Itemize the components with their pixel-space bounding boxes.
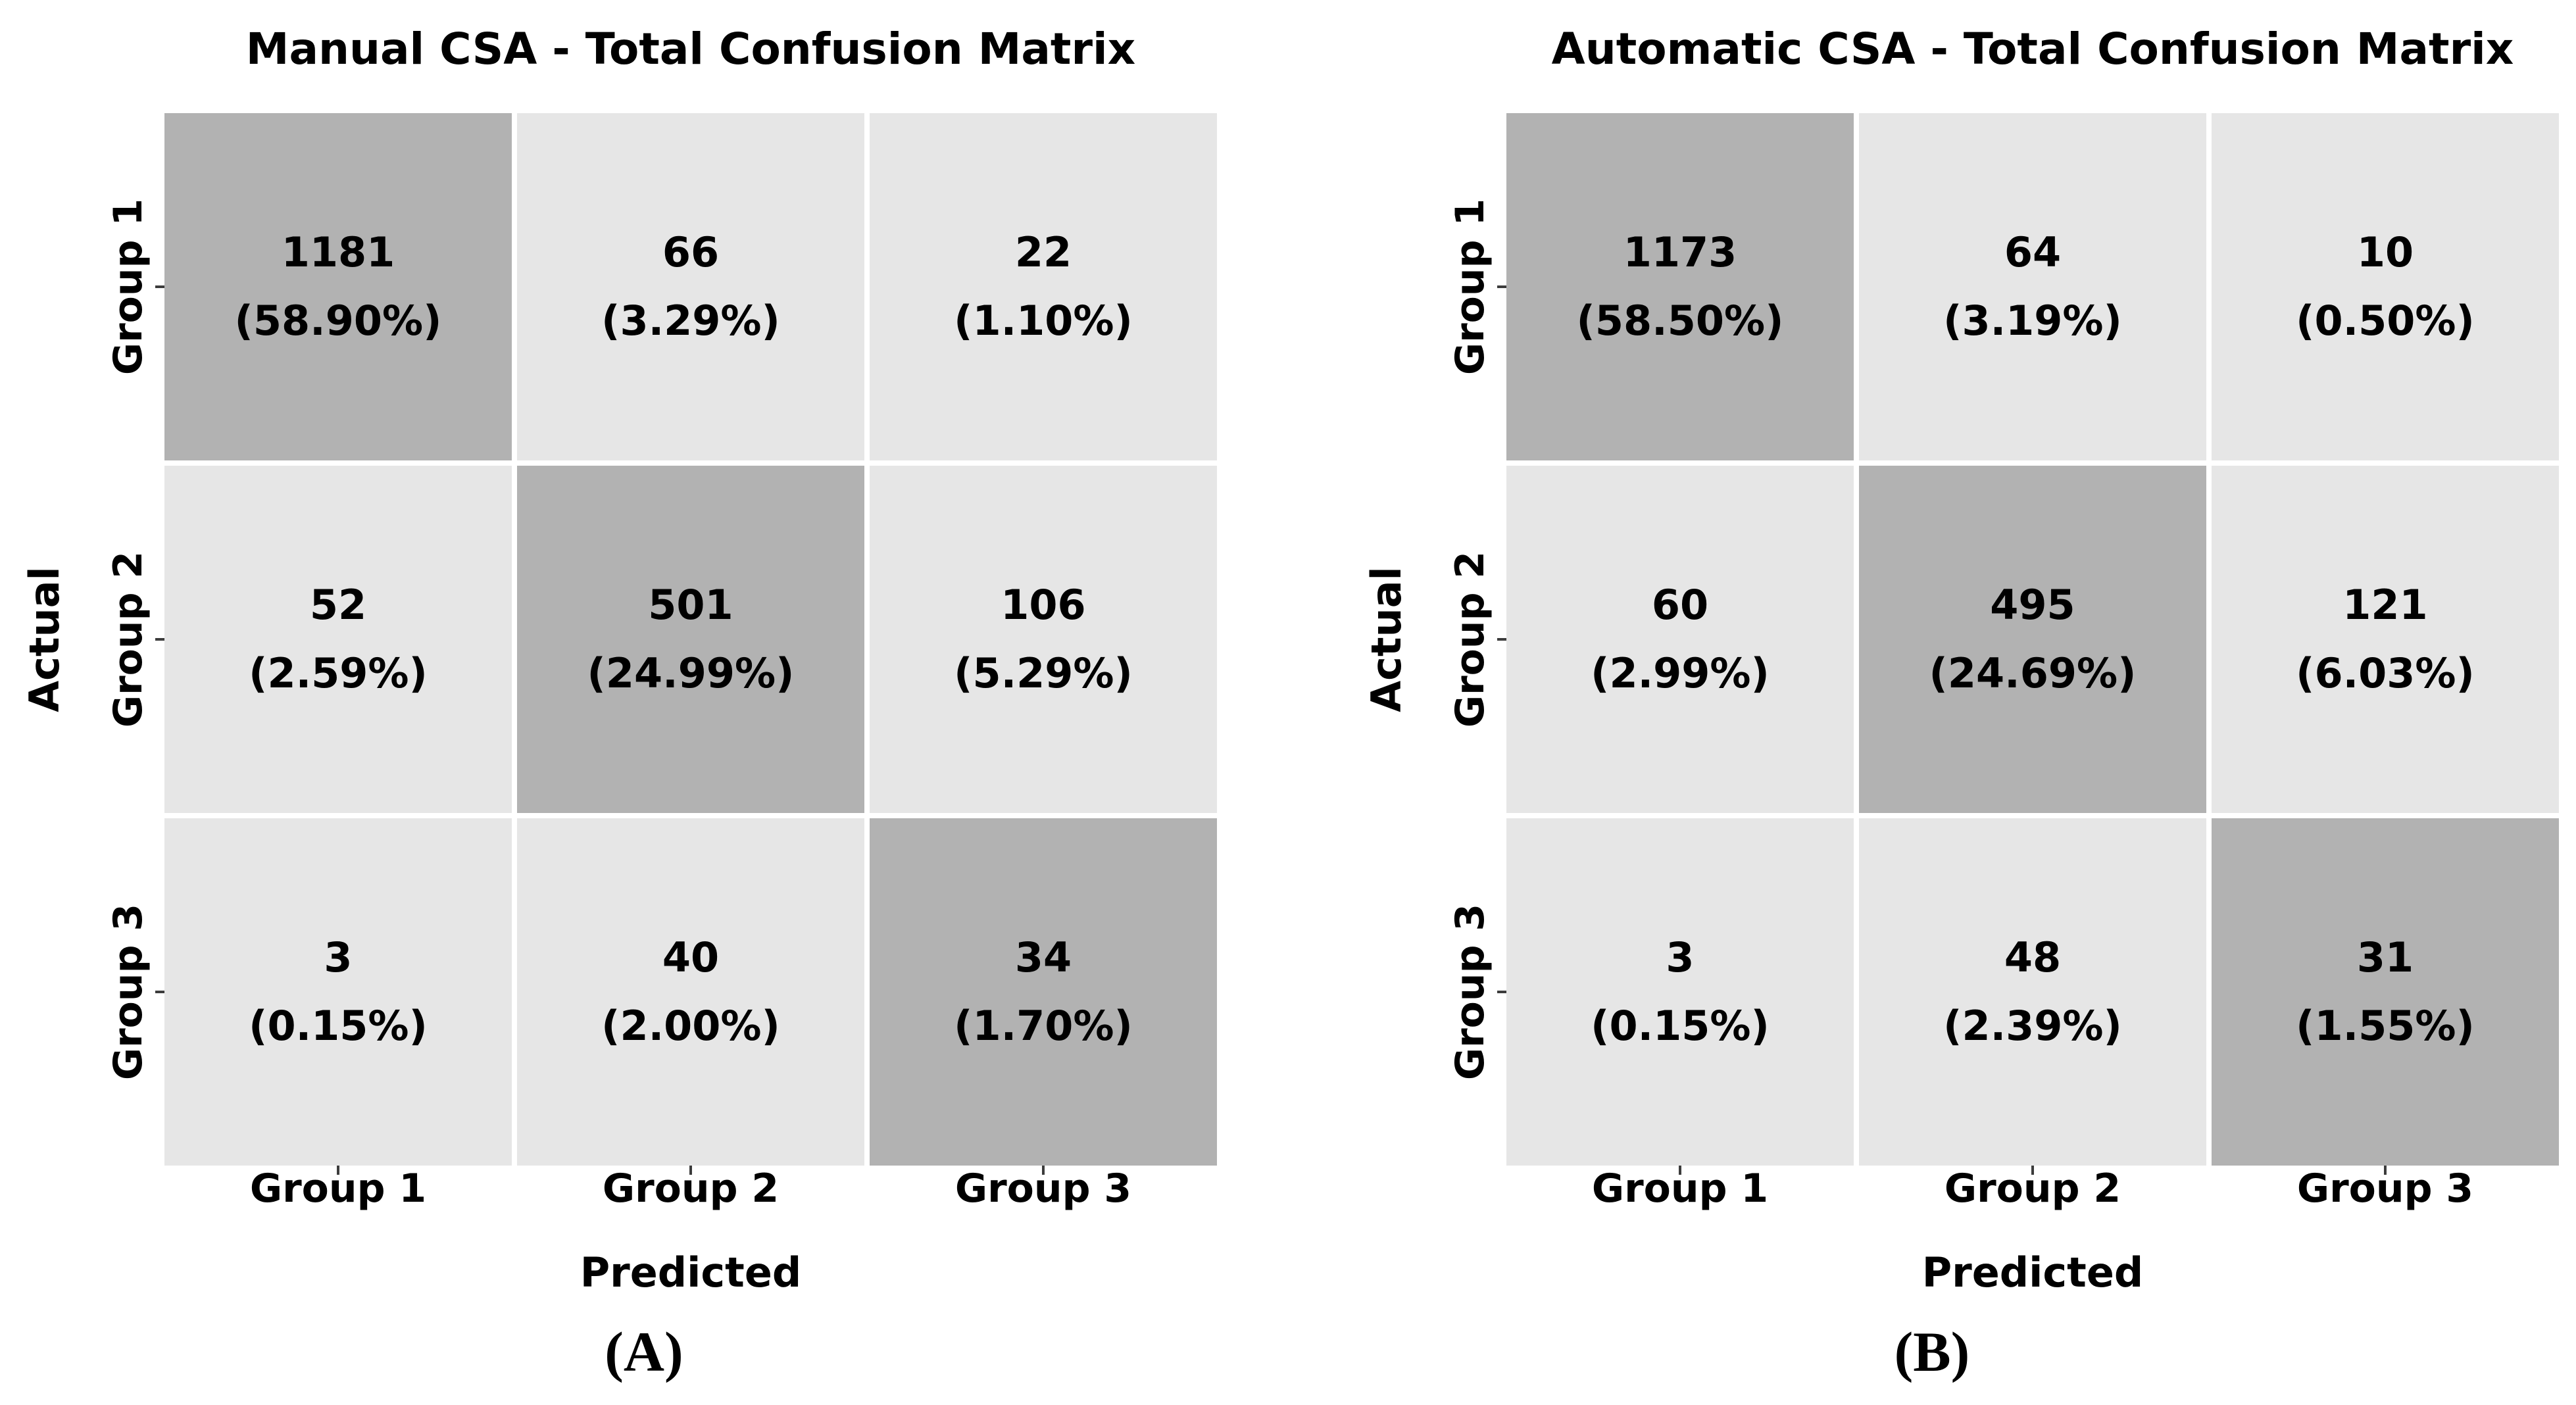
x-tick-mark (689, 1166, 692, 1175)
y-tick-mark (1497, 991, 1506, 993)
cell-actual1-pred2: 66 (3.29%) (517, 113, 864, 460)
cell-percentage: (0.50%) (2296, 297, 2475, 345)
confusion-matrix-automatic: Automatic CSA - Total Confusion Matrix 1… (1362, 28, 2559, 1293)
x-tick-label: Group 3 (2296, 1166, 2474, 1212)
chart-title-automatic: Automatic CSA - Total Confusion Matrix (1551, 24, 2514, 74)
y-tick-label: Group 2 (105, 551, 151, 728)
cell-actual1-pred1: 1181 (58.90%) (164, 113, 512, 460)
y-tick-label: Group 3 (1447, 903, 1493, 1081)
cell-count: 501 (648, 581, 733, 629)
y-tick-mark (155, 991, 164, 993)
y-tick-mark (155, 285, 164, 288)
cell-actual3-pred3: 34 (1.70%) (870, 818, 1217, 1166)
y-tick-label: Group 3 (105, 903, 151, 1081)
cell-actual1-pred2: 64 (3.19%) (1859, 113, 2206, 460)
x-tick-mark (2031, 1166, 2034, 1175)
y-axis-label: Actual (20, 566, 68, 712)
x-tick-label: Group 1 (1591, 1166, 1769, 1212)
x-tick-label: Group 3 (954, 1166, 1132, 1212)
cell-count: 1181 (281, 228, 395, 276)
x-tick-mark (337, 1166, 339, 1175)
cell-percentage: (0.15%) (1591, 1002, 1770, 1050)
cell-actual2-pred1: 52 (2.59%) (164, 466, 512, 813)
x-tick-mark (1679, 1166, 1681, 1175)
x-tick-label: Group 2 (1944, 1166, 2121, 1212)
cell-count: 40 (662, 933, 720, 981)
cell-count: 34 (1014, 933, 1072, 981)
cell-actual3-pred1: 3 (0.15%) (164, 818, 512, 1166)
cell-percentage: (58.50%) (1576, 297, 1784, 345)
cell-count: 22 (1014, 228, 1072, 276)
cell-count: 3 (1666, 933, 1695, 981)
cell-actual2-pred3: 106 (5.29%) (870, 466, 1217, 813)
y-tick-mark (1497, 285, 1506, 288)
cell-actual1-pred3: 10 (0.50%) (2212, 113, 2559, 460)
cell-actual1-pred3: 22 (1.10%) (870, 113, 1217, 460)
y-tick-label: Group 1 (105, 198, 151, 376)
cell-percentage: (1.70%) (954, 1002, 1133, 1050)
cell-percentage: (1.55%) (2296, 1002, 2475, 1050)
cell-count: 495 (1990, 581, 2075, 629)
confusion-matrix-manual: Manual CSA - Total Confusion Matrix 1181… (20, 28, 1217, 1293)
matrix-grid-manual: 1181 (58.90%) 66 (3.29%) 22 (1.10%) 52 (… (164, 113, 1217, 1166)
cell-count: 121 (2342, 581, 2428, 629)
cell-percentage: (2.59%) (249, 649, 428, 697)
cell-percentage: (24.99%) (587, 649, 795, 697)
x-tick-label: Group 1 (249, 1166, 427, 1212)
y-tick-mark (155, 638, 164, 641)
cell-percentage: (0.15%) (249, 1002, 428, 1050)
x-axis-label: Predicted (1921, 1248, 2144, 1296)
y-tick-mark (1497, 638, 1506, 641)
cell-percentage: (24.69%) (1929, 649, 2137, 697)
chart-title-manual: Manual CSA - Total Confusion Matrix (245, 24, 1136, 74)
cell-actual1-pred1: 1173 (58.50%) (1506, 113, 1854, 460)
cell-actual3-pred2: 40 (2.00%) (517, 818, 864, 1166)
cell-count: 48 (2004, 933, 2062, 981)
cell-count: 66 (662, 228, 720, 276)
cell-actual2-pred3: 121 (6.03%) (2212, 466, 2559, 813)
cell-count: 52 (309, 581, 367, 629)
cell-percentage: (58.90%) (234, 297, 442, 345)
cell-actual2-pred2: 495 (24.69%) (1859, 466, 2206, 813)
panel-automatic-csa: Automatic CSA - Total Confusion Matrix 1… (1288, 0, 2576, 1405)
subfigure-caption-B: (B) (1894, 1320, 1970, 1383)
y-tick-label: Group 1 (1447, 198, 1493, 376)
cell-count: 10 (2356, 228, 2414, 276)
cell-actual2-pred2: 501 (24.99%) (517, 466, 864, 813)
cell-count: 3 (324, 933, 353, 981)
x-axis-label: Predicted (580, 1248, 802, 1296)
cell-actual3-pred2: 48 (2.39%) (1859, 818, 2206, 1166)
cell-actual3-pred1: 3 (0.15%) (1506, 818, 1854, 1166)
y-axis-label: Actual (1362, 566, 1410, 712)
cell-percentage: (3.19%) (1943, 297, 2122, 345)
cell-percentage: (3.29%) (601, 297, 780, 345)
panel-manual-csa: Manual CSA - Total Confusion Matrix 1181… (20, 28, 1217, 1383)
y-tick-label: Group 2 (1447, 551, 1493, 728)
cell-count: 60 (1651, 581, 1709, 629)
cell-percentage: (2.00%) (601, 1002, 780, 1050)
cell-count: 106 (1001, 581, 1086, 629)
cell-percentage: (5.29%) (954, 649, 1133, 697)
cell-percentage: (6.03%) (2296, 649, 2475, 697)
cell-count: 64 (2004, 228, 2062, 276)
cell-percentage: (2.39%) (1943, 1002, 2122, 1050)
subfigure-caption-A: (A) (605, 1320, 683, 1383)
cell-percentage: (2.99%) (1591, 649, 1770, 697)
x-tick-mark (2384, 1166, 2387, 1175)
x-tick-label: Group 2 (602, 1166, 780, 1212)
cell-count: 1173 (1623, 228, 1737, 276)
cell-actual2-pred1: 60 (2.99%) (1506, 466, 1854, 813)
x-tick-mark (1042, 1166, 1045, 1175)
cell-count: 31 (2356, 933, 2414, 981)
cell-actual3-pred3: 31 (1.55%) (2212, 818, 2559, 1166)
matrix-grid-automatic: 1173 (58.50%) 64 (3.19%) 10 (0.50%) 60 (… (1506, 113, 2559, 1166)
cell-percentage: (1.10%) (954, 297, 1133, 345)
